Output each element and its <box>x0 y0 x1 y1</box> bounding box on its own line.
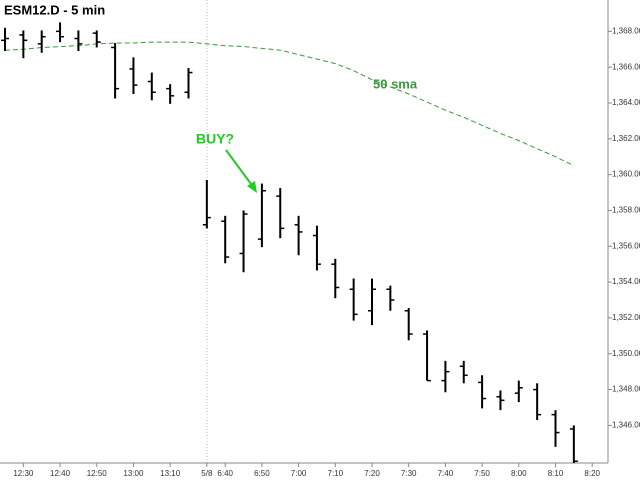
y-tick-label: 1,366.00 <box>612 62 640 71</box>
sma-line <box>4 41 575 167</box>
y-tick-label: 1,358.00 <box>612 206 640 215</box>
x-tick-label: 7:10 <box>328 469 344 478</box>
x-tick-label: 7:20 <box>364 469 380 478</box>
x-tick-label: 6:40 <box>217 469 233 478</box>
y-tick-label: 1,356.00 <box>612 241 640 250</box>
sma-label: 50 sma <box>373 76 418 91</box>
annotation: BUY? <box>196 131 234 147</box>
x-tick-label: 7:00 <box>291 469 307 478</box>
y-tick-label: 1,360.00 <box>612 170 640 179</box>
y-tick-label: 1,350.00 <box>612 349 640 358</box>
x-tick-label: 12:50 <box>87 469 108 478</box>
x-tick-label: 8:20 <box>584 469 600 478</box>
y-tick-label: 1,352.00 <box>612 313 640 322</box>
x-tick-label: 12:40 <box>50 469 71 478</box>
arrow-head <box>247 181 257 193</box>
y-tick-label: 1,348.00 <box>612 385 640 394</box>
x-tick-label: 8:00 <box>511 469 527 478</box>
x-tick-label: 8:10 <box>548 469 564 478</box>
x-tick-label: 7:40 <box>438 469 454 478</box>
chart-title: ESM12.D - 5 min <box>4 2 105 17</box>
y-tick-label: 1,368.00 <box>612 26 640 35</box>
y-tick-label: 1,354.00 <box>612 277 640 286</box>
x-tick-label: 13:00 <box>123 469 144 478</box>
y-tick-label: 1,346.00 <box>612 420 640 429</box>
x-tick-label: 13:10 <box>160 469 181 478</box>
x-tick-label: 5/8 <box>201 469 213 478</box>
arrow <box>225 149 255 189</box>
y-tick-label: 1,362.00 <box>612 134 640 143</box>
x-tick-label: 6:50 <box>254 469 270 478</box>
x-tick-label: 7:50 <box>474 469 490 478</box>
y-tick-label: 1,364.00 <box>612 98 640 107</box>
x-tick-label: 7:30 <box>401 469 417 478</box>
x-tick-label: 12:30 <box>13 469 34 478</box>
